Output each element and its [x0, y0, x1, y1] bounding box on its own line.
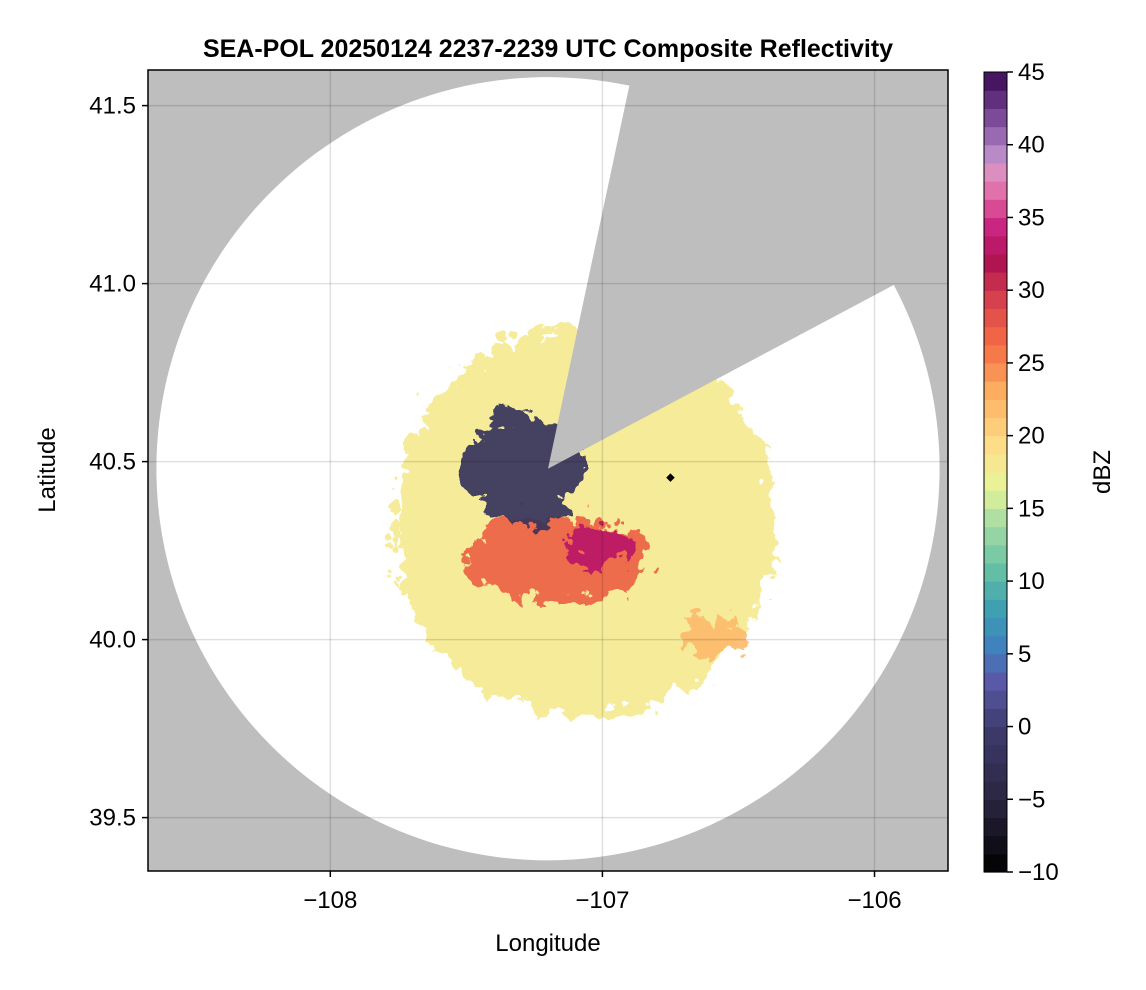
colorbar-cell [984, 272, 1007, 291]
chart-title: SEA-POL 20250124 2237-2239 UTC Composite… [203, 35, 893, 63]
colorbar-cell [984, 744, 1007, 764]
echo-region [673, 611, 739, 647]
colorbar-cell [984, 72, 1007, 91]
echo-region [556, 515, 622, 558]
colorbar-cell [984, 508, 1007, 528]
reflectivity-echoes [384, 319, 766, 711]
colorbar-cell [984, 526, 1007, 546]
colorbar-cell [984, 472, 1007, 491]
colorbar-tick-label: −5 [1018, 786, 1045, 813]
colorbar-tick-label: 30 [1018, 277, 1045, 304]
colorbar-cell [984, 617, 1007, 637]
colorbar-cell [984, 781, 1007, 800]
colorbar-tick-label: 0 [1018, 714, 1031, 741]
colorbar-cell [984, 544, 1007, 564]
colorbar-cell [984, 290, 1007, 309]
colorbar-cell [984, 490, 1007, 509]
y-axis-ticks: 39.5 40.0 40.5 41.0 41.5 [89, 93, 148, 832]
echo-region [455, 404, 576, 519]
colorbar-cell [984, 817, 1007, 837]
colorbar-cell [984, 799, 1007, 819]
colorbar-cell [984, 762, 1007, 782]
colorbar-cell [984, 653, 1007, 673]
blocked-sector [548, 85, 894, 469]
colorbar-ticks: −10 −5 0 5 10 15 20 25 30 35 40 45 [1007, 59, 1059, 886]
gridlines [148, 70, 948, 871]
colorbar-tick-label: 15 [1018, 495, 1045, 522]
colorbar-cell [984, 144, 1007, 164]
colorbar-tick-label: 25 [1018, 350, 1045, 377]
colorbar-cell [984, 181, 1007, 200]
colorbar-cell [984, 253, 1007, 273]
colorbar-cell [984, 326, 1007, 346]
colorbar-tick-label: 20 [1018, 423, 1045, 450]
colorbar-cell [984, 362, 1007, 382]
colorbar-tick-label: 5 [1018, 641, 1031, 668]
x-axis-ticks: −108 −107 −106 [303, 871, 902, 914]
colorbar-cell [984, 381, 1007, 400]
colorbar-tick-label: 45 [1018, 59, 1045, 86]
colorbar-cell [984, 235, 1007, 255]
colorbar-cell [984, 199, 1007, 219]
colorbar-cell [984, 599, 1007, 619]
colorbar-cell [984, 581, 1007, 600]
colorbar-cell [984, 690, 1007, 709]
echo-region [452, 507, 644, 594]
x-axis-label: Longitude [495, 930, 600, 957]
colorbar-tick-label: 10 [1018, 568, 1045, 595]
x-tick-label: −107 [575, 887, 629, 914]
colorbar-cell [984, 672, 1007, 691]
colorbar-cell [984, 726, 1007, 746]
x-tick-label: −108 [303, 887, 357, 914]
plot-frame [147, 69, 949, 872]
colorbar-scale [984, 72, 1007, 873]
colorbar-cell [984, 126, 1007, 146]
colorbar-cell [984, 453, 1007, 473]
colorbar-cell [984, 90, 1007, 109]
colorbar-cell [984, 162, 1007, 182]
colorbar-cell [984, 217, 1007, 237]
y-tick-label: 39.5 [89, 805, 136, 832]
colorbar-label: dBZ [1089, 450, 1116, 494]
colorbar-tick-label: 35 [1018, 204, 1045, 231]
plot-area [147, 69, 949, 872]
colorbar: −10 −5 0 5 10 15 20 25 30 35 40 45 dBZ [983, 59, 1116, 886]
y-tick-label: 40.0 [89, 627, 136, 654]
colorbar-cell [984, 562, 1007, 582]
y-tick-label: 41.5 [89, 93, 136, 120]
colorbar-cell [984, 108, 1007, 128]
site-marker [666, 473, 675, 482]
colorbar-tick-label: −10 [1018, 859, 1059, 886]
colorbar-cell [984, 853, 1007, 873]
y-tick-label: 41.0 [89, 271, 136, 298]
colorbar-cell [984, 399, 1007, 419]
colorbar-cell [984, 308, 1007, 328]
colorbar-cell [984, 417, 1007, 437]
colorbar-cell [984, 835, 1007, 855]
colorbar-cell [984, 344, 1007, 364]
colorbar-tick-label: 40 [1018, 132, 1045, 159]
colorbar-cell [984, 708, 1007, 728]
colorbar-frame [983, 71, 1008, 873]
y-axis-label: Latitude [34, 427, 61, 512]
y-tick-label: 40.5 [89, 449, 136, 476]
colorbar-cell [984, 435, 1007, 455]
colorbar-cell [984, 635, 1007, 655]
x-tick-label: −106 [847, 887, 901, 914]
